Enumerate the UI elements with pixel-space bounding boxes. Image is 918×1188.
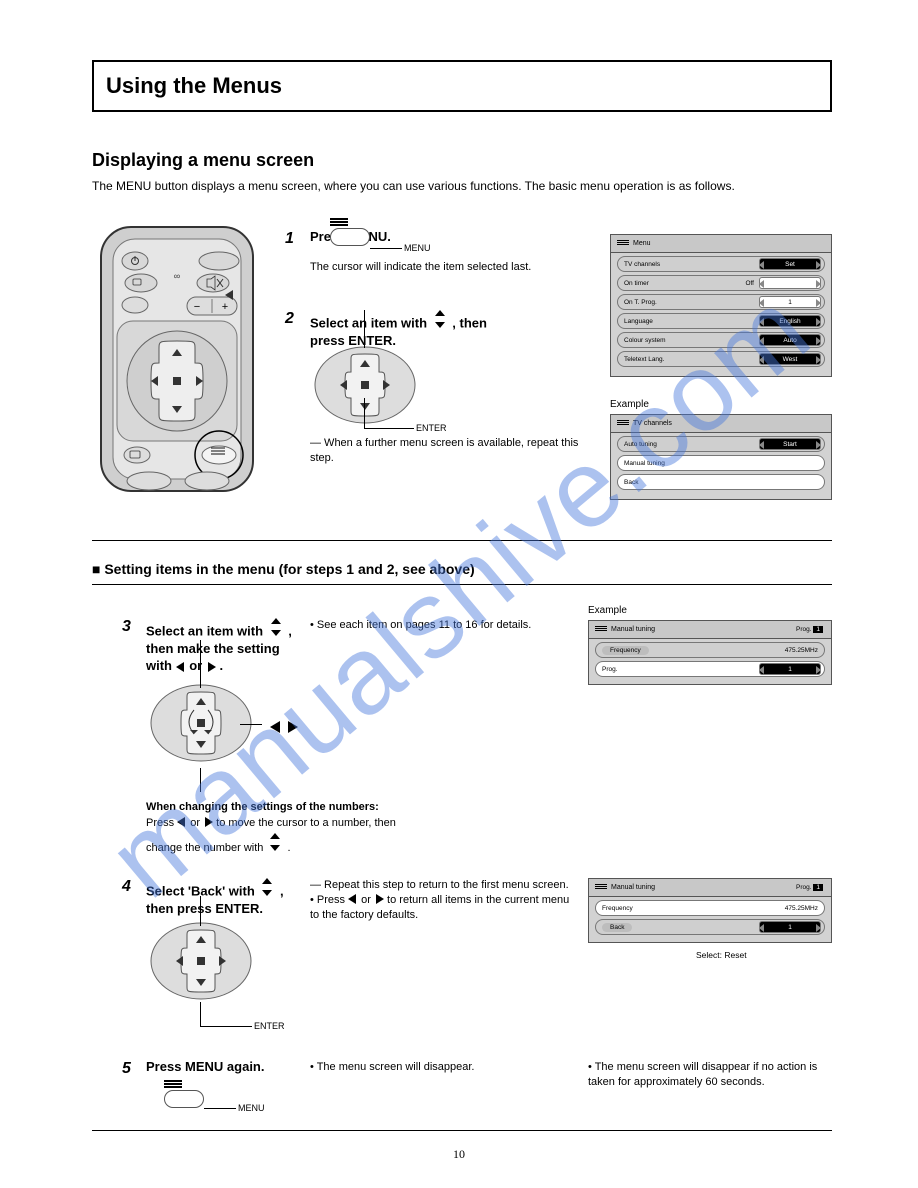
step3-note-title: When changing the settings of the number… xyxy=(146,800,406,815)
step1-num: 1 xyxy=(285,228,294,250)
select-reset-label: Select: Reset xyxy=(696,950,747,961)
right-arrow-glyph xyxy=(270,720,298,738)
svg-text:+: + xyxy=(222,301,228,313)
page-title: Using the Menus xyxy=(106,73,282,99)
step3-sub: • See each item on pages 11 to 16 for de… xyxy=(310,618,570,633)
step3-num: 3 xyxy=(122,616,131,638)
osd-manual-1: Manual tuning Prog. 1 Frequency475.25MHz… xyxy=(588,620,832,685)
divider-1 xyxy=(92,540,832,541)
section1-heading: Displaying a menu screen xyxy=(92,150,314,171)
page-number: 10 xyxy=(453,1147,465,1162)
step2-sub: — When a further menu screen is availabl… xyxy=(310,436,580,466)
menu-button-glyph-2 xyxy=(164,1080,204,1108)
enter-label-1: ENTER xyxy=(416,422,447,434)
step4-num: 4 xyxy=(122,876,131,898)
dpad-glyph-3 xyxy=(146,918,256,1009)
step5-note: • The menu screen will disappear if no a… xyxy=(588,1060,832,1090)
page: manualshive.com Using the Menus Displayi… xyxy=(0,0,918,1188)
step2-num: 2 xyxy=(285,308,294,330)
svg-text:−: − xyxy=(194,301,200,313)
osd-main-title: Menu xyxy=(633,240,651,247)
step5-sub: • The menu screen will disappear. xyxy=(310,1060,570,1075)
step5-text: Press MENU again. xyxy=(146,1058,265,1076)
section2-heading: ■ Setting items in the menu (for steps 1… xyxy=(92,560,475,579)
remote-illustration: ∞ − + xyxy=(95,225,260,493)
dpad-glyph-1 xyxy=(310,342,420,433)
enter-label-2: ENTER xyxy=(254,1020,285,1032)
osd-main-menu: Menu TV channelsSet On timerOff On T. Pr… xyxy=(610,234,832,377)
osd-tv-channels: TV channels Auto tuningStart Manual tuni… xyxy=(610,414,832,500)
divider-2 xyxy=(92,584,832,585)
menu-label-2: MENU xyxy=(238,1102,265,1114)
step5-num: 5 xyxy=(122,1058,131,1080)
osd-manual-2: Manual tuning Prog. 1 Frequency475.25MHz… xyxy=(588,878,832,943)
step4-sub: — Repeat this step to return to the firs… xyxy=(310,878,570,923)
menu-label-1: MENU xyxy=(404,242,431,254)
step3-note-body: Press or to move the cursor to a number,… xyxy=(146,816,406,855)
step1-sub: The cursor will indicate the item select… xyxy=(310,260,540,275)
example-label-2: Example xyxy=(588,604,627,618)
example-label: Example xyxy=(610,398,649,412)
page-title-box: Using the Menus xyxy=(92,60,832,112)
menu-button-glyph-1 xyxy=(330,218,370,246)
svg-text:∞: ∞ xyxy=(174,271,180,281)
dpad-glyph-2 xyxy=(146,680,256,771)
osd-tv-title: TV channels xyxy=(633,420,672,427)
divider-3 xyxy=(92,1130,832,1131)
section1-intro: The MENU button displays a menu screen, … xyxy=(92,178,832,194)
